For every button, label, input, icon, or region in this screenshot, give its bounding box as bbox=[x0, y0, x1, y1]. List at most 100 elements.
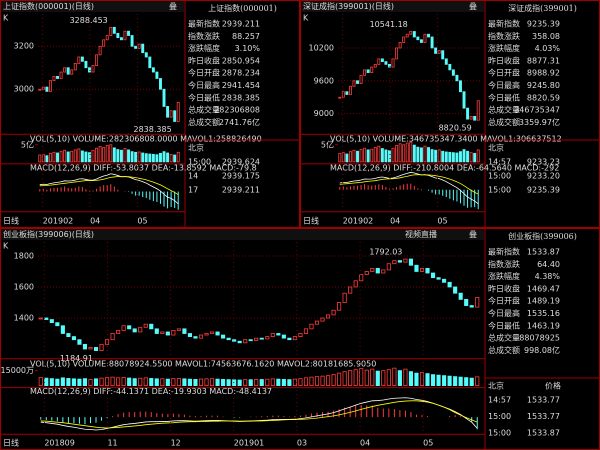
candle bbox=[430, 272, 436, 279]
volume-bar bbox=[303, 377, 309, 387]
candle bbox=[77, 339, 82, 345]
quote-value: 358.08 bbox=[532, 32, 560, 41]
volume-bar bbox=[193, 379, 198, 387]
volume-bar bbox=[475, 376, 480, 387]
trade-price: 1533.87 bbox=[527, 429, 560, 438]
quote-label: 今日最低 bbox=[188, 92, 220, 102]
volume-bar bbox=[148, 153, 152, 163]
candle bbox=[409, 31, 413, 35]
volume-bar bbox=[91, 150, 95, 163]
candle bbox=[419, 267, 425, 272]
candle bbox=[466, 107, 470, 120]
volume-bar bbox=[326, 375, 331, 387]
trades-header: 北京 bbox=[488, 143, 504, 153]
candle bbox=[132, 328, 137, 333]
volume-bar bbox=[353, 369, 358, 387]
quote-value: 9245.80 bbox=[527, 81, 560, 90]
trade-price: 2939.624 bbox=[222, 158, 260, 167]
trades-header: 北京 bbox=[188, 143, 204, 153]
trade-time: 14:57 bbox=[488, 396, 511, 405]
volume-bar bbox=[102, 147, 106, 163]
trades-header: 价格 bbox=[545, 381, 561, 391]
volume-bar bbox=[38, 154, 42, 163]
header-bar bbox=[301, 1, 484, 12]
volume-bar bbox=[204, 378, 209, 387]
quote-value: 1489.19 bbox=[527, 297, 560, 306]
candle bbox=[397, 260, 402, 263]
y-tick-label: 1800 bbox=[14, 251, 34, 260]
volume-bar bbox=[109, 144, 113, 163]
header-button[interactable]: 视频直播 bbox=[405, 229, 437, 239]
volume-bar bbox=[451, 152, 455, 163]
volume-bar bbox=[414, 372, 419, 387]
x-tick-label[interactable]: 日线 bbox=[3, 216, 19, 226]
candle bbox=[48, 80, 52, 92]
candle bbox=[451, 69, 455, 76]
trade-time: 15:00 bbox=[188, 158, 211, 167]
quote-value: 4.03% bbox=[535, 44, 561, 53]
quote-value: 2838.385 bbox=[222, 93, 260, 102]
candle bbox=[137, 43, 141, 49]
candle bbox=[121, 325, 126, 331]
candle bbox=[408, 258, 413, 266]
candle bbox=[55, 322, 60, 327]
volume-bar bbox=[95, 147, 99, 163]
trade-time: 15:00 bbox=[488, 429, 511, 438]
volume-bar bbox=[469, 152, 473, 163]
candle bbox=[112, 26, 116, 34]
quote-label: 今日最高 bbox=[188, 80, 220, 90]
panel-border bbox=[0, 228, 600, 450]
candle bbox=[448, 63, 452, 71]
candle bbox=[149, 323, 154, 330]
candle bbox=[442, 278, 447, 283]
candle bbox=[475, 296, 480, 308]
x-tick-label: 11 bbox=[107, 439, 117, 448]
candle bbox=[444, 58, 448, 65]
vol-tick-label: 15000万 bbox=[1, 366, 34, 375]
trade-price: 9233.20 bbox=[527, 172, 560, 181]
volume-bar bbox=[176, 378, 181, 387]
volume-bar bbox=[364, 369, 369, 387]
panel-header: 创业板指(399006)(日线) bbox=[3, 229, 94, 239]
header-button[interactable]: 叠 bbox=[169, 2, 177, 11]
volume-bar bbox=[73, 149, 77, 163]
volume-bar bbox=[88, 152, 91, 163]
candle bbox=[84, 60, 88, 69]
quote-value: 4.38% bbox=[535, 272, 561, 281]
quote-label: 最新指数 bbox=[188, 19, 220, 29]
quote-label: 昨日收盘 bbox=[488, 283, 520, 293]
candle bbox=[209, 331, 215, 334]
candle bbox=[363, 69, 367, 76]
quote-label: 最新指数 bbox=[488, 247, 520, 257]
x-tick-label[interactable]: 日线 bbox=[303, 216, 319, 226]
candle bbox=[359, 274, 364, 282]
candle bbox=[359, 74, 363, 84]
x-tick-label[interactable]: 日线 bbox=[3, 438, 19, 448]
candle bbox=[338, 96, 342, 99]
header-button[interactable]: 叠 bbox=[469, 2, 477, 11]
volume-bar bbox=[77, 378, 82, 387]
volume-bar bbox=[265, 378, 270, 387]
quote-value: 346735347 bbox=[514, 106, 560, 115]
candle bbox=[109, 26, 113, 36]
candle bbox=[60, 325, 65, 334]
high-annotation: 3288.453 bbox=[70, 16, 108, 25]
candle bbox=[70, 69, 74, 75]
candle bbox=[281, 334, 286, 339]
header-button[interactable]: 叠 bbox=[469, 230, 477, 239]
x-tick-label: 05 bbox=[437, 217, 447, 226]
candle bbox=[116, 329, 121, 334]
candle bbox=[462, 91, 466, 109]
volume-bar bbox=[373, 147, 377, 163]
candle bbox=[159, 78, 162, 90]
candle bbox=[353, 280, 358, 288]
volume-bar bbox=[366, 149, 370, 163]
quote-label: 总成交量 bbox=[488, 333, 520, 343]
volume-bar bbox=[44, 377, 49, 387]
volume-bar bbox=[55, 378, 60, 387]
header-bar bbox=[1, 1, 184, 12]
candle bbox=[119, 37, 123, 41]
volume-bar bbox=[143, 377, 148, 387]
volume-bar bbox=[370, 148, 374, 163]
